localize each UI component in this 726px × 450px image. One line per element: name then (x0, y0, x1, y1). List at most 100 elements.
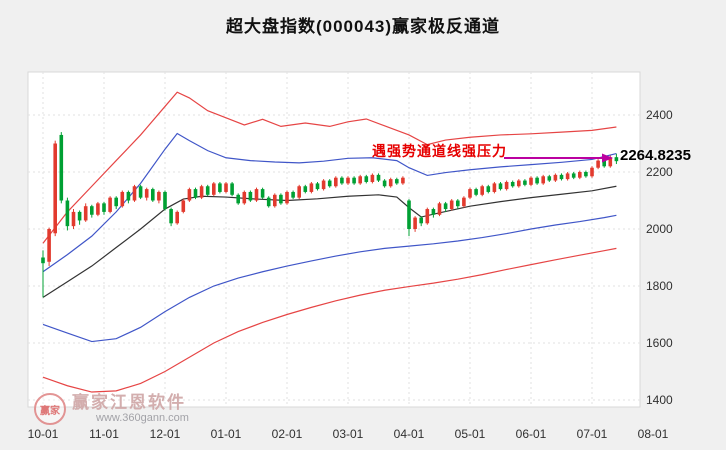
candle-body (529, 177, 533, 185)
chart-title: 超大盘指数(000043)赢家极反通道 (225, 17, 501, 36)
candle-body (370, 174, 375, 182)
candle-body (547, 176, 552, 181)
watermark-logo-icon: 赢家 (34, 393, 66, 425)
resistance-annotation: 遇强势通道线强压力 (372, 141, 507, 161)
candle-body (181, 200, 186, 212)
candle-body (273, 194, 277, 207)
x-axis-label: 06-01 (516, 427, 547, 441)
candle-body (96, 203, 100, 215)
candle-body (474, 189, 478, 195)
candle-body (108, 197, 112, 212)
candle-body (596, 160, 600, 168)
candle-body (327, 180, 332, 187)
x-axis-label: 08-01 (638, 427, 669, 441)
upper-channel-red-line (42, 91, 617, 244)
candle-body (224, 183, 228, 192)
candle-body (59, 134, 64, 201)
candle-body (321, 180, 326, 190)
candle-body (401, 177, 405, 184)
candle-body (90, 206, 94, 215)
candle-body (395, 179, 399, 184)
candle-body (53, 143, 57, 234)
resistance-annotation-text: 遇强势通道线强压力 (372, 143, 507, 159)
y-axis-label: 1800 (646, 279, 673, 293)
candle-body (175, 211, 179, 224)
candle-body (41, 257, 45, 264)
candle-body (364, 176, 369, 182)
candle-body (565, 173, 570, 180)
candle-body (449, 200, 454, 210)
candle-body (126, 191, 131, 201)
candle-body (425, 209, 430, 224)
candle-body (480, 186, 484, 195)
candle-body (541, 176, 545, 184)
candle-body (248, 191, 253, 201)
candle-body (614, 157, 619, 162)
candle-body (382, 180, 387, 187)
candle-body (163, 191, 167, 210)
candle-body (279, 194, 283, 204)
candle-body (584, 172, 588, 177)
candle-body (77, 211, 82, 221)
lower-channel-red-line (42, 247, 617, 393)
candle-body (388, 179, 393, 187)
candle-body (297, 186, 301, 198)
candle-body (590, 167, 594, 177)
x-axis-label: 04-01 (394, 427, 425, 441)
x-axis-label: 11-01 (89, 427, 119, 441)
middle-channel-black-line (42, 185, 617, 298)
candle-body (553, 174, 558, 181)
candle-body (83, 206, 88, 221)
candle-body (602, 160, 606, 167)
candle-body (236, 194, 240, 204)
candle-body (266, 197, 271, 207)
candle-body (346, 177, 350, 184)
candle-body (260, 189, 265, 198)
y-axis-label: 1400 (646, 393, 673, 407)
candle-body (352, 177, 356, 184)
candle-body (205, 186, 210, 195)
candle-body (291, 191, 295, 198)
candle-body (443, 203, 448, 210)
candle-body (462, 197, 466, 207)
candle-body (571, 173, 576, 178)
watermark-text-block: 赢家江恩软件 www.360gann.com (72, 393, 189, 425)
candle-body (376, 174, 381, 181)
candle-body (535, 177, 539, 184)
candle-body (468, 189, 472, 198)
x-axis-label: 01-01 (211, 427, 242, 441)
candle-body (407, 200, 411, 229)
y-axis-label: 2400 (646, 108, 673, 122)
lower-channel-blue-line (42, 214, 617, 343)
candle-body (303, 186, 308, 192)
candle-body (114, 197, 118, 207)
candle-body (419, 217, 423, 224)
x-axis-label: 12-01 (150, 427, 181, 441)
resistance-arrow-head (602, 153, 613, 163)
x-axis-label: 07-01 (577, 427, 608, 441)
candle-body (578, 172, 582, 178)
candle-body (523, 180, 527, 185)
candle-body (309, 183, 314, 192)
candle-body (151, 189, 155, 201)
candle-body (358, 176, 362, 184)
candle-body (334, 177, 338, 187)
candle-body (144, 189, 149, 198)
plot-area (27, 71, 641, 408)
x-axis-label: 05-01 (455, 427, 486, 441)
x-axis-label: 03-01 (333, 427, 364, 441)
watermark-logo-text: 赢家 (40, 405, 60, 417)
candle-body (157, 191, 161, 201)
candle-body (285, 191, 289, 204)
candle-body (187, 189, 192, 201)
candle-body (71, 211, 76, 227)
candle-body (47, 229, 51, 262)
candle-body (315, 183, 320, 190)
candle-body (498, 183, 503, 190)
candle-body (169, 209, 173, 224)
x-axis-label: 02-01 (272, 427, 303, 441)
candle-body (193, 189, 198, 198)
candle-body (517, 180, 521, 187)
